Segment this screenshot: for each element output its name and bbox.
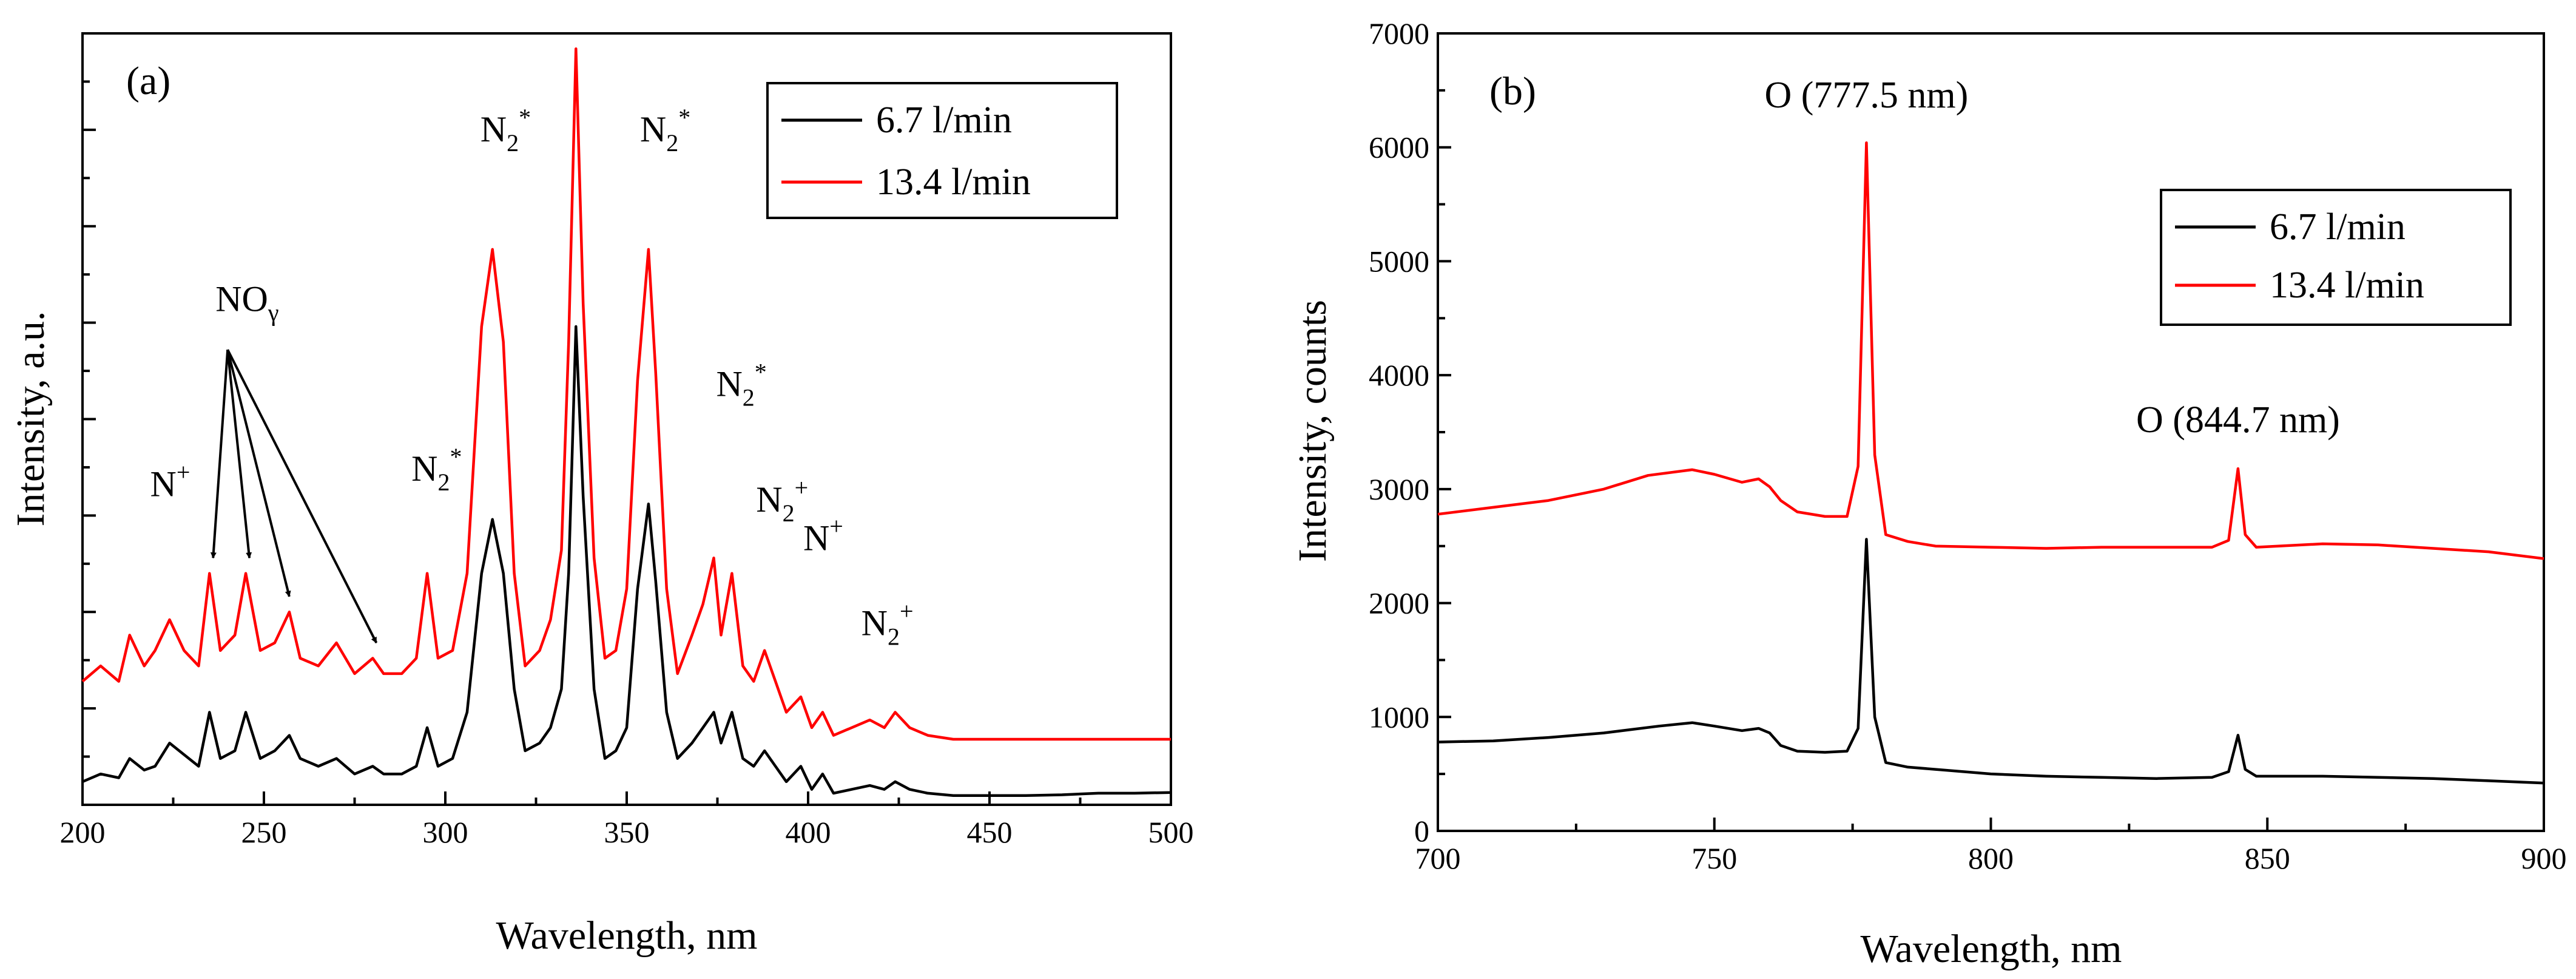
panel-b-y-ticks: 0 1000 2000 3000 4000 5000 6000 7000 <box>1369 16 1451 848</box>
panel-a-legend-label-1: 6.7 l/min <box>876 100 1012 141</box>
panel-b-plot-frame <box>1437 32 2545 832</box>
annotation-arrow <box>226 349 378 643</box>
panel-a-series-group <box>81 47 1172 797</box>
y-tick-label: 1000 <box>1369 700 1429 734</box>
x-tick-label: 450 <box>967 815 1013 849</box>
panel-b-x-ticks: 700 750 800 850 900 <box>1415 818 2567 875</box>
x-tick-label: 350 <box>604 815 650 849</box>
peak-annotation: N2* <box>411 443 462 496</box>
peak-annotation: N2+ <box>861 597 914 650</box>
x-tick-label: 250 <box>241 815 287 849</box>
panel-b-legend-label-1: 6.7 l/min <box>2270 206 2406 248</box>
y-tick-label: 5000 <box>1369 244 1429 278</box>
panel-a-x-ticks: 200 250 300 350 400 450 500 <box>60 791 1194 849</box>
x-tick-label: 700 <box>1415 841 1461 875</box>
peak-annotation: N2+ <box>756 474 808 527</box>
panel-a-y-ticks <box>83 80 96 758</box>
peak-annotation: N2* <box>480 104 531 157</box>
series-line-6-7-l-min <box>82 325 1172 797</box>
x-tick-label: 750 <box>1691 841 1737 875</box>
y-tick-label: 3000 <box>1369 472 1429 506</box>
x-tick-label: 300 <box>423 815 468 849</box>
series-line-13-4-l-min <box>81 47 1171 741</box>
panel-b-label: (b) <box>1489 69 1536 113</box>
peak-annotation: O (844.7 nm) <box>2136 399 2340 441</box>
series-line-6-7-l-min <box>1437 538 2544 785</box>
annotation-arrow <box>226 349 291 597</box>
panel-a-legend-label-2: 13.4 l/min <box>876 161 1031 203</box>
x-tick-label: 900 <box>2521 841 2567 875</box>
x-tick-label: 850 <box>2245 841 2290 875</box>
series-line-13-4-l-min <box>1437 141 2544 560</box>
annotation-arrow <box>210 349 229 559</box>
panel-b-legend: 6.7 l/min 13.4 l/min <box>2160 189 2512 326</box>
peak-annotation: O (777.5 nm) <box>1765 75 1969 116</box>
panel-b: 700 750 800 850 900 0 1000 2000 3000 4000 5000 600… <box>1290 16 2567 971</box>
y-tick-label: 6000 <box>1369 130 1429 164</box>
panel-b-legend-label-2: 13.4 l/min <box>2270 265 2424 306</box>
panel-a-x-axis-title: Wavelength, nm <box>496 913 758 958</box>
panel-a-legend-box <box>766 82 1118 219</box>
panel-b-legend-box <box>2160 189 2512 326</box>
peak-annotation: N+ <box>150 459 191 504</box>
panel-b-y-axis-title: Intensity, counts <box>1290 300 1335 562</box>
x-tick-label: 500 <box>1148 815 1194 849</box>
panel-b-x-axis-title: Wavelength, nm <box>1861 927 2122 971</box>
peak-annotation: N2* <box>716 358 766 411</box>
panel-b-series-group <box>1437 141 2544 785</box>
panel-a-legend: 6.7 l/min 13.4 l/min <box>766 82 1118 219</box>
panel-a-label: (a) <box>126 59 170 103</box>
x-tick-label: 200 <box>60 815 106 849</box>
panel-a: 200 250 300 350 400 450 500 N+ NOγ N2* N2* N2* N2* N… <box>8 32 1194 958</box>
y-tick-label: 7000 <box>1369 16 1429 50</box>
panel-a-y-axis-title: Intensity, a.u. <box>8 311 53 527</box>
peak-annotation: N2* <box>640 104 690 157</box>
annotation-arrow <box>226 349 252 559</box>
y-tick-label: 2000 <box>1369 586 1429 620</box>
peak-annotation: NOγ <box>215 279 278 327</box>
peak-annotation: N+ <box>803 513 843 558</box>
x-tick-label: 400 <box>786 815 831 849</box>
y-tick-label: 0 <box>1414 814 1429 848</box>
y-tick-label: 4000 <box>1369 358 1429 392</box>
panel-a-arrows <box>210 349 378 643</box>
x-tick-label: 800 <box>1968 841 2014 875</box>
panel-b-annotations: O (777.5 nm) O (844.7 nm) <box>1765 75 2340 441</box>
